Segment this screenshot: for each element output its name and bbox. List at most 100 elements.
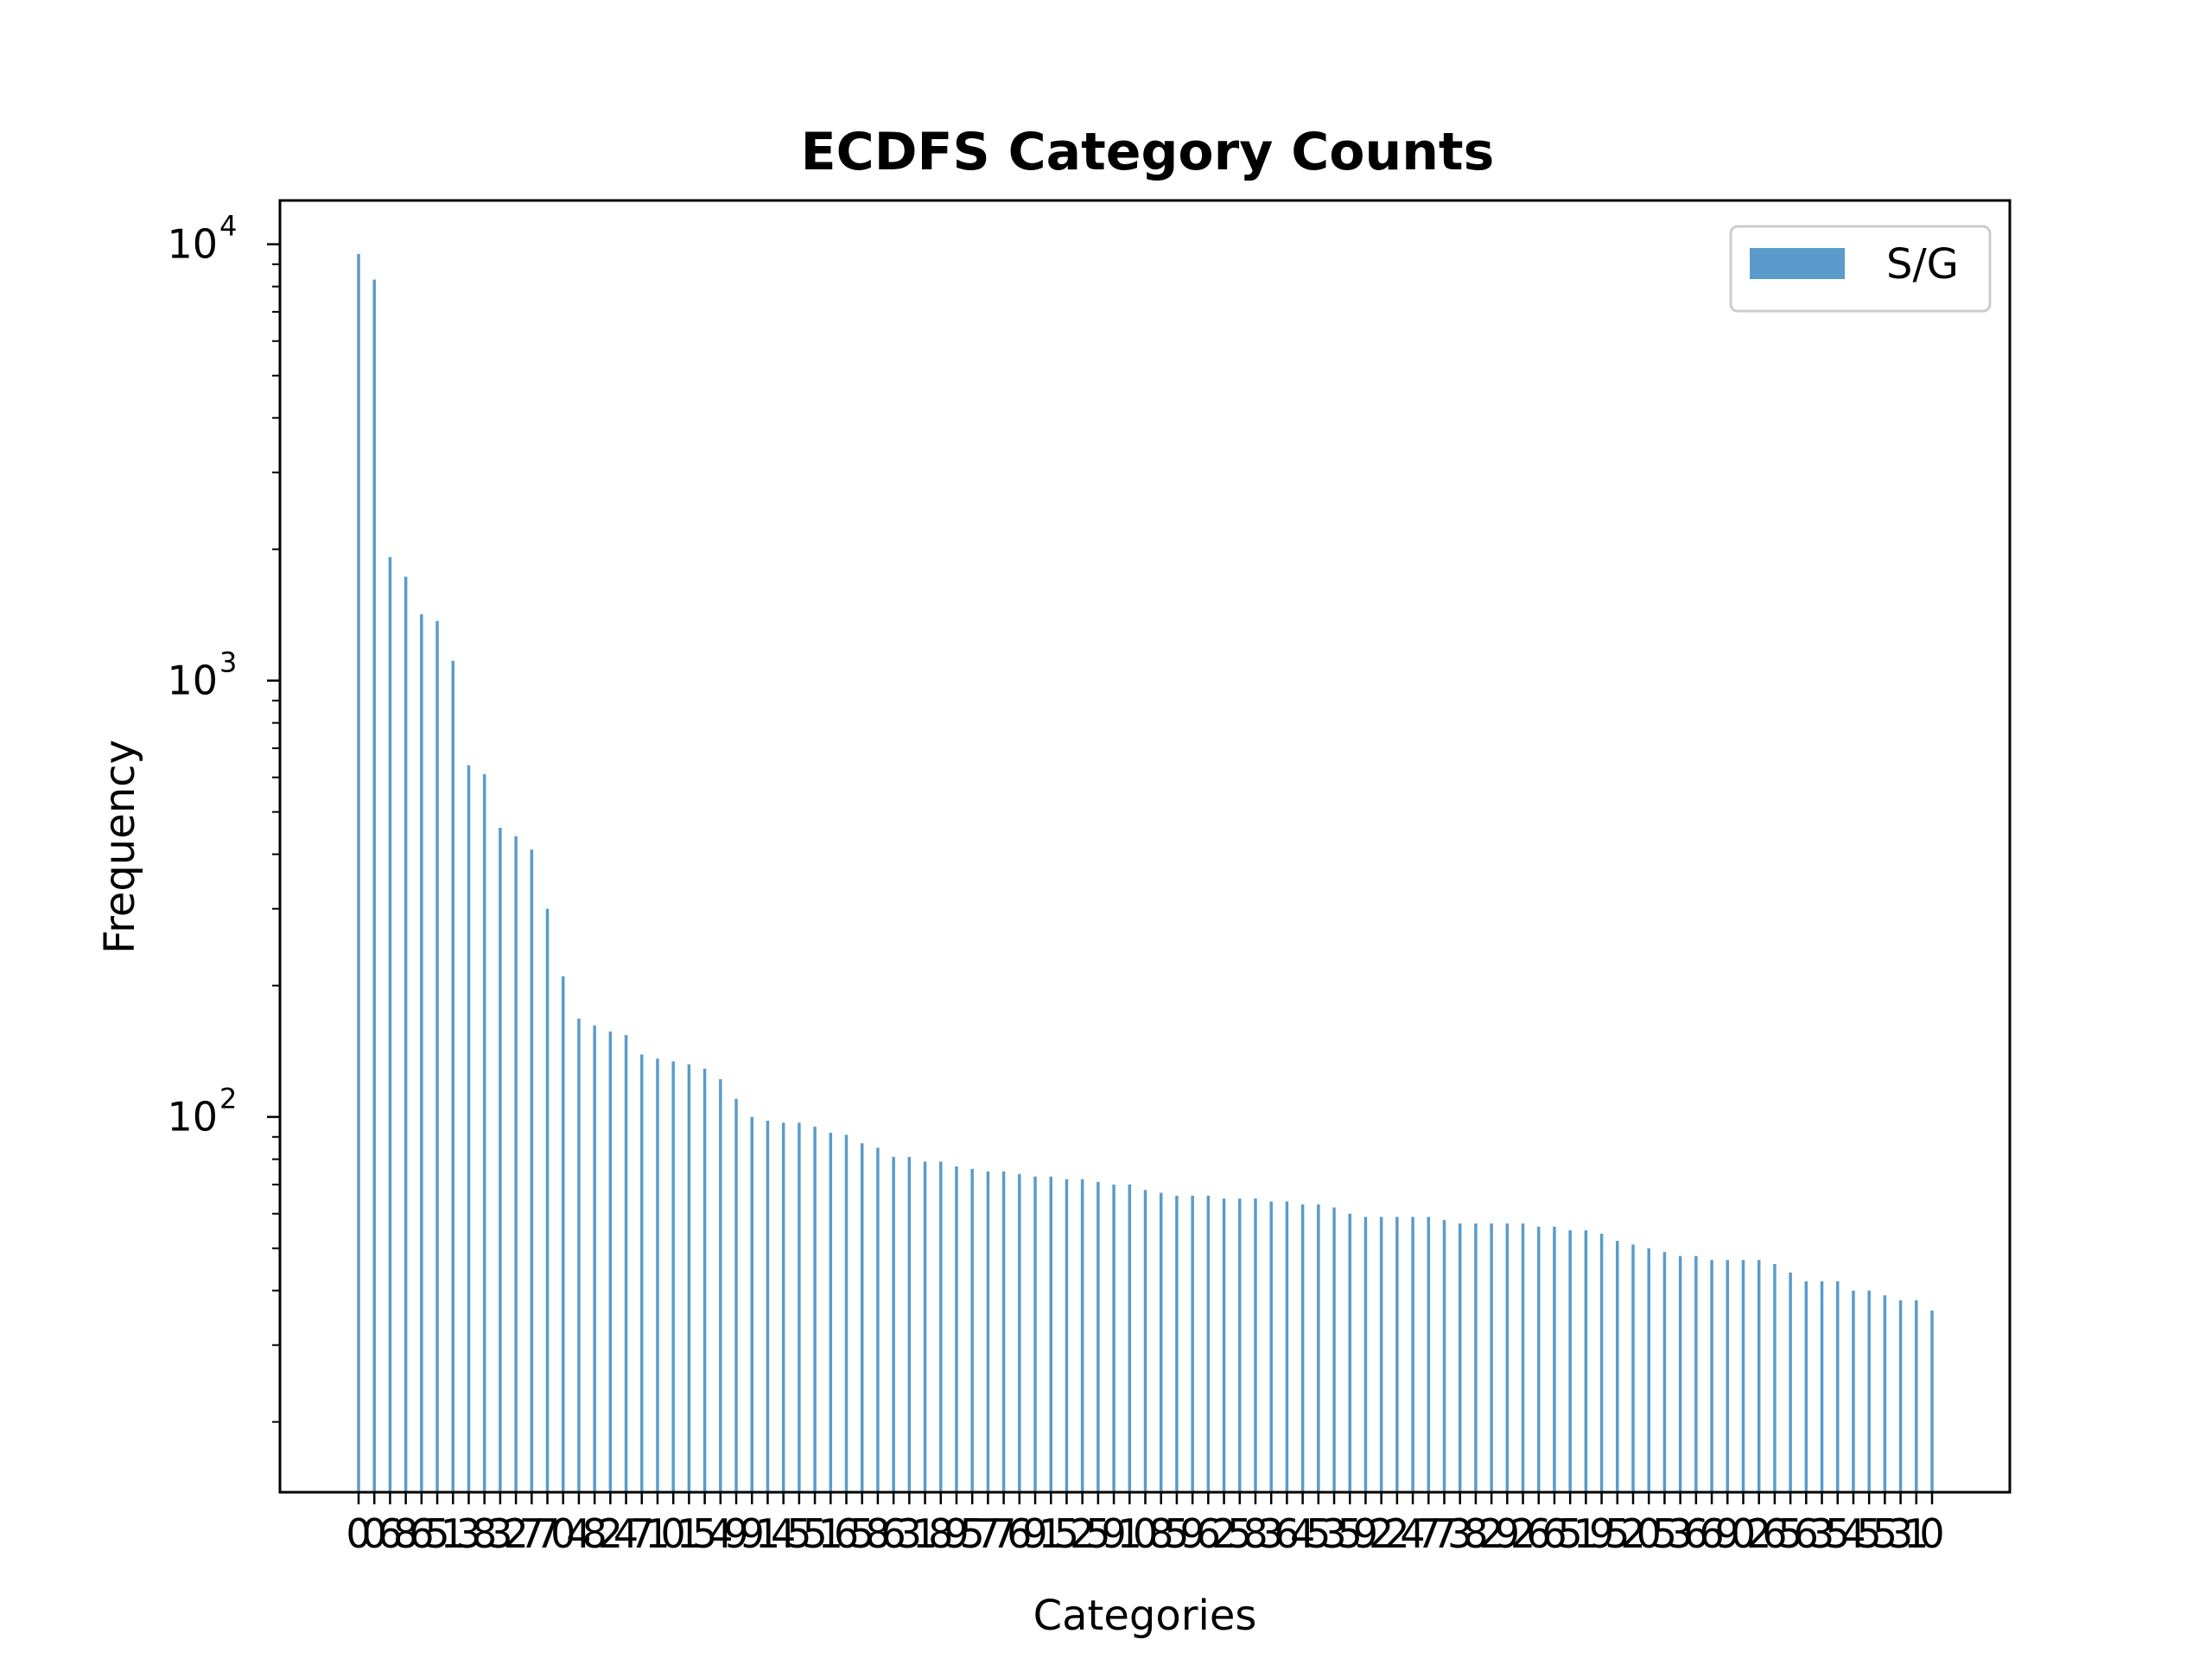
x-tick-label: 5 bbox=[1227, 1510, 1252, 1557]
bar bbox=[451, 660, 455, 1492]
x-tick-label: 5 bbox=[1605, 1510, 1630, 1557]
bar bbox=[404, 576, 408, 1493]
x-tick-label: 6 bbox=[1699, 1510, 1724, 1557]
bar bbox=[482, 774, 486, 1492]
x-tick-label: 3 bbox=[456, 1510, 481, 1557]
x-tick-label: 6 bbox=[1541, 1510, 1567, 1557]
x-tick-label: 2 bbox=[503, 1510, 528, 1557]
bar bbox=[892, 1156, 895, 1492]
bar bbox=[1726, 1260, 1730, 1492]
bar bbox=[750, 1116, 753, 1492]
bar bbox=[1159, 1192, 1163, 1492]
bar bbox=[1867, 1290, 1871, 1492]
bar bbox=[1238, 1198, 1242, 1492]
bar bbox=[1490, 1223, 1493, 1492]
x-tick-label: 6 bbox=[1196, 1510, 1221, 1557]
x-tick-label: 7 bbox=[1432, 1510, 1457, 1557]
x-tick-label: 6 bbox=[1683, 1510, 1708, 1557]
x-tick-label: 7 bbox=[976, 1510, 1001, 1557]
bar bbox=[970, 1168, 974, 1492]
x-tick-label: 1 bbox=[1573, 1510, 1599, 1557]
bar bbox=[1269, 1201, 1273, 1492]
bar bbox=[1049, 1176, 1052, 1492]
bar bbox=[1096, 1181, 1100, 1492]
x-tick-label: 3 bbox=[897, 1510, 922, 1557]
bar bbox=[876, 1147, 880, 1492]
x-tick-label: 6 bbox=[1762, 1510, 1787, 1557]
bar bbox=[1332, 1207, 1336, 1492]
bar bbox=[907, 1156, 912, 1492]
x-tick-label: 7 bbox=[1416, 1510, 1441, 1557]
bar bbox=[1631, 1244, 1635, 1492]
bar bbox=[1065, 1179, 1069, 1492]
x-tick-label: 5 bbox=[786, 1510, 811, 1557]
bar bbox=[1458, 1223, 1462, 1492]
y-tick-exponent: 4 bbox=[219, 210, 237, 243]
x-tick-label: 9 bbox=[1495, 1510, 1520, 1557]
bar bbox=[1804, 1281, 1808, 1492]
bar bbox=[1348, 1213, 1351, 1492]
bar bbox=[781, 1122, 785, 1492]
x-tick-label: 5 bbox=[692, 1510, 717, 1557]
x-tick-label: 0 bbox=[1637, 1510, 1662, 1557]
x-tick-label: 9 bbox=[1179, 1510, 1205, 1557]
x-tick-label: 0 bbox=[1133, 1510, 1158, 1557]
x-tick-label: 0 bbox=[1919, 1510, 1944, 1557]
y-tick-label: 10 bbox=[167, 658, 218, 704]
x-tick-label: 6 bbox=[1526, 1510, 1551, 1557]
y-tick-exponent: 2 bbox=[219, 1083, 237, 1116]
bar bbox=[1175, 1195, 1179, 1492]
x-tick-label: 6 bbox=[880, 1510, 906, 1557]
x-tick-label: 6 bbox=[378, 1510, 403, 1557]
legend: S/G bbox=[1729, 225, 1992, 313]
x-tick-label: 8 bbox=[928, 1510, 953, 1557]
x-tick-label: 4 bbox=[613, 1510, 639, 1557]
bar bbox=[1191, 1195, 1194, 1492]
x-tick-label: 4 bbox=[1400, 1510, 1425, 1557]
x-tick-label: 2 bbox=[1620, 1510, 1645, 1557]
x-tick-label: 5 bbox=[1054, 1510, 1079, 1557]
bar bbox=[1317, 1204, 1320, 1492]
bar bbox=[640, 1054, 644, 1492]
x-tick-label: 3 bbox=[1321, 1510, 1346, 1557]
bar bbox=[372, 279, 376, 1492]
x-tick-label: 7 bbox=[519, 1510, 544, 1557]
x-tick-label: 6 bbox=[409, 1510, 434, 1557]
x-tick-label: 5 bbox=[1872, 1510, 1897, 1557]
bar bbox=[1285, 1201, 1289, 1492]
bar bbox=[1427, 1217, 1431, 1492]
bar bbox=[514, 836, 518, 1492]
bar bbox=[1568, 1230, 1572, 1492]
x-tick-label: 2 bbox=[1369, 1510, 1394, 1557]
x-tick-label: 5 bbox=[1338, 1510, 1363, 1557]
x-tick-label: 5 bbox=[1085, 1510, 1110, 1557]
bar bbox=[923, 1161, 927, 1492]
x-tick-label: 7 bbox=[629, 1510, 654, 1557]
bar bbox=[545, 908, 550, 1492]
bar bbox=[1379, 1217, 1383, 1492]
chart-title: ECDFS Category Counts bbox=[801, 122, 1495, 182]
x-tick-label: 2 bbox=[1510, 1510, 1535, 1557]
bar bbox=[1001, 1171, 1006, 1492]
bar bbox=[577, 1018, 581, 1492]
bar bbox=[1883, 1295, 1887, 1492]
x-tick-label: 3 bbox=[1888, 1510, 1913, 1557]
bar bbox=[734, 1098, 738, 1492]
x-tick-label: 6 bbox=[1794, 1510, 1819, 1557]
x-tick-label: 0 bbox=[362, 1510, 387, 1557]
bar bbox=[1080, 1179, 1084, 1492]
bar bbox=[671, 1061, 675, 1492]
x-tick-label: 5 bbox=[424, 1510, 449, 1557]
y-tick-label: 10 bbox=[167, 221, 218, 268]
bar bbox=[1411, 1217, 1414, 1492]
bar bbox=[1599, 1233, 1604, 1492]
bar bbox=[1363, 1217, 1368, 1492]
bar bbox=[1222, 1198, 1226, 1492]
bar bbox=[499, 827, 502, 1492]
bar bbox=[656, 1058, 659, 1492]
bar bbox=[1898, 1300, 1903, 1492]
bar bbox=[1254, 1198, 1257, 1492]
x-tick-label: 8 bbox=[393, 1510, 418, 1557]
x-tick-label: 5 bbox=[1777, 1510, 1802, 1557]
